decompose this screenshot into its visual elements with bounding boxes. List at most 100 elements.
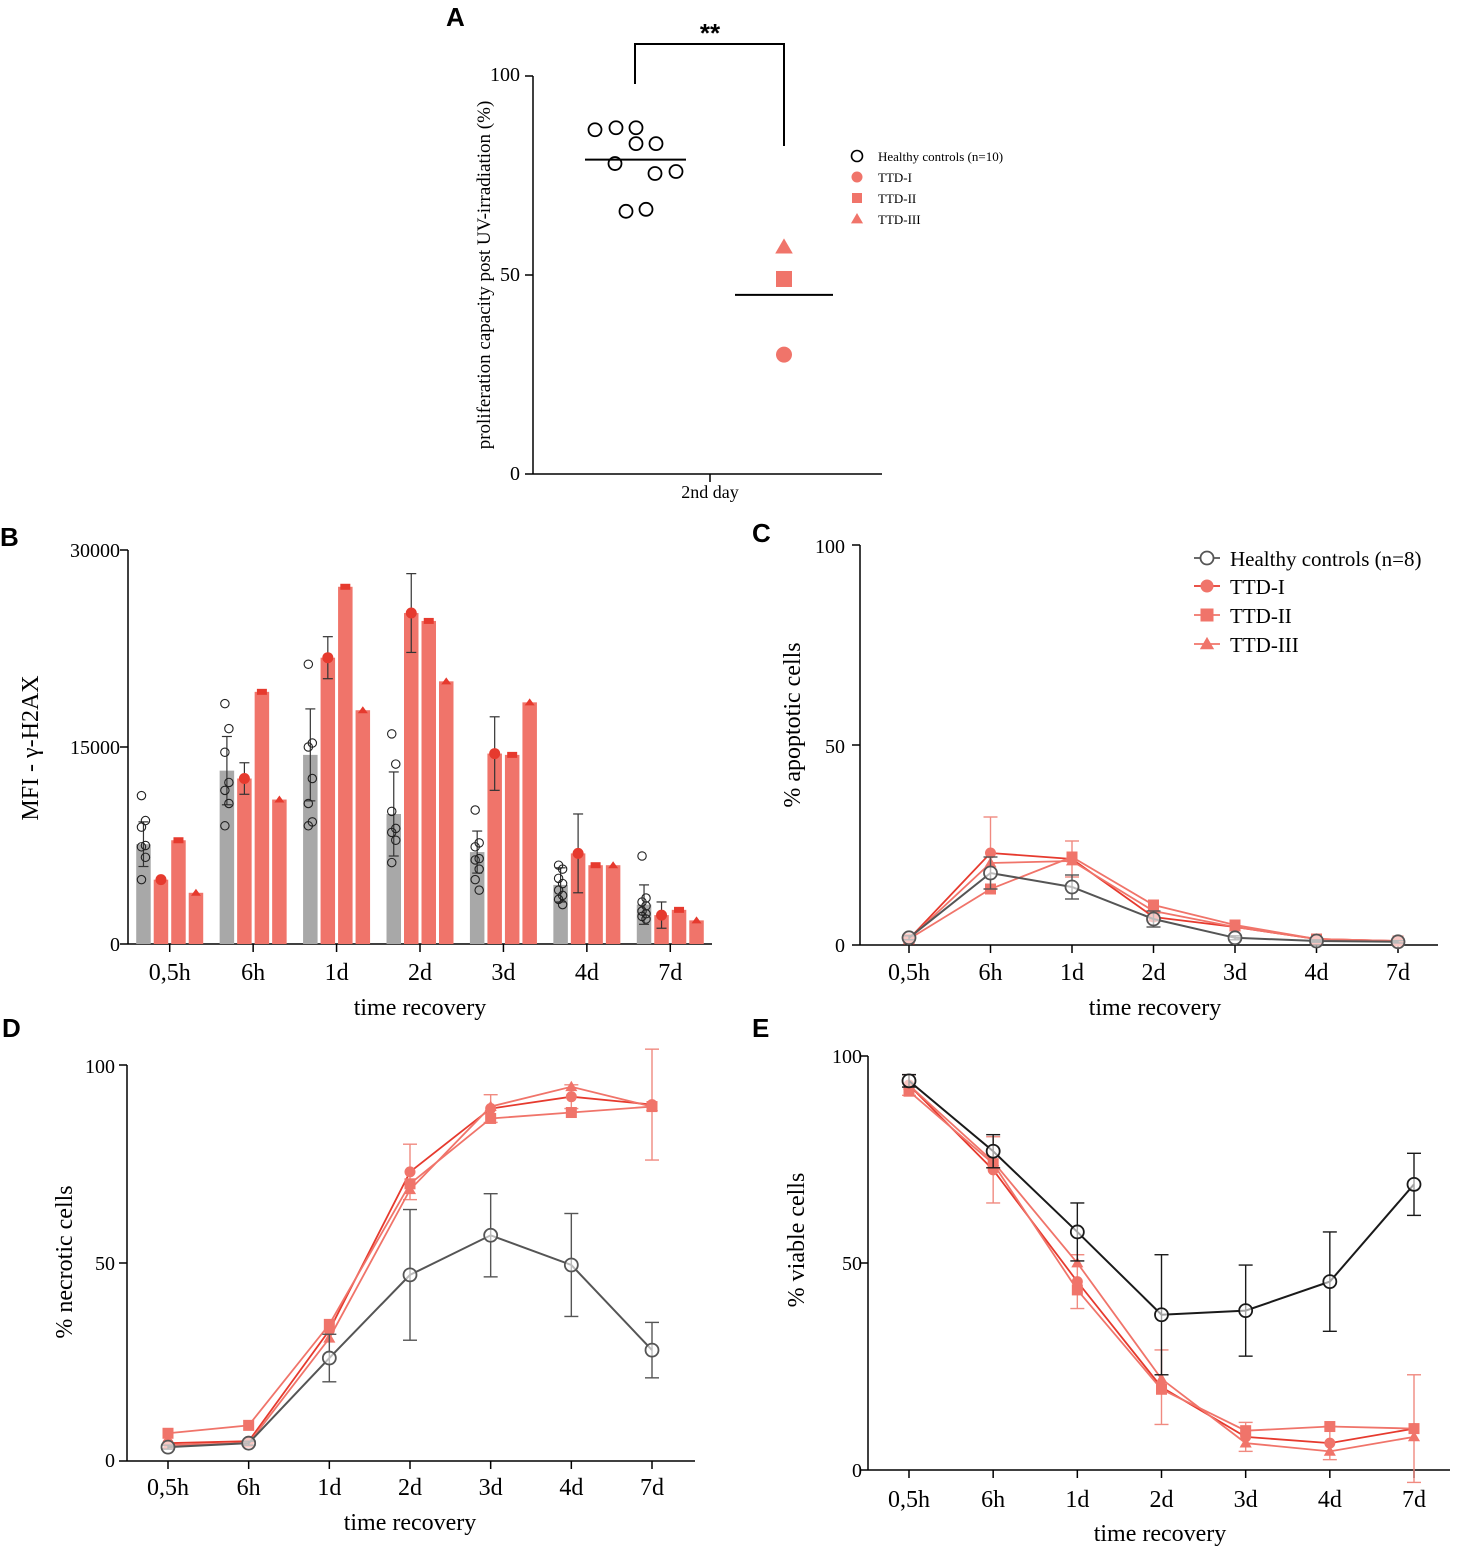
panel-e-point-ttd-i-5 [1324, 1437, 1336, 1449]
panel-c-xtick-3d: 3d [1223, 960, 1247, 986]
panel-b-ttd1-marker-0 [155, 874, 167, 886]
panel-d-ytick-100: 100 [85, 1056, 115, 1078]
panel-b-ttd3-marker-6 [691, 916, 702, 924]
legend-a-ttd2-label: TTD-II [878, 191, 916, 206]
panel-e-point-ttd-ii-5 [1324, 1421, 1336, 1433]
panel-e-point-ttd-iii-6 [1407, 1430, 1421, 1442]
panel-e-ytick-50: 50 [842, 1253, 862, 1275]
panel-e-xtick-1d: 1d [1065, 1487, 1089, 1513]
panel-a-ttd-i-point [776, 346, 792, 363]
panel-d-point-ttd-i-5 [565, 1091, 577, 1103]
panel-c-point-healthy-controls-n-8-1 [983, 865, 998, 881]
panel-b-control-point-4-7 [474, 885, 484, 895]
panel-e-point-healthy-controls-1 [985, 1143, 1001, 1159]
panel-b-ttd3-marker-2 [357, 706, 368, 714]
panel-e-xtick-4d: 4d [1318, 1487, 1342, 1513]
panel-b-ttd3-marker-3 [441, 677, 452, 685]
panel-b-bar-healthy-controls-3d [469, 852, 485, 944]
panel-c-point-healthy-controls-n-8-6 [1390, 934, 1406, 950]
panel-b-control-point-1-3 [224, 777, 234, 788]
panel-d-xtick-2d: 2d [398, 1475, 422, 1501]
panel-b-control-point-1-6 [220, 821, 230, 831]
panel-e-xlabel: time recovery [1094, 1521, 1227, 1547]
panel-e-point-healthy-controls-0 [901, 1073, 917, 1089]
panel-a-ytick-100: 100 [490, 64, 520, 86]
panel-letter-a: A [446, 2, 465, 32]
panel-e-point-ttd-ii-6 [1408, 1423, 1420, 1435]
panel-b-control-point-3-0 [386, 729, 397, 739]
panel-a-ytick-50: 50 [500, 264, 520, 286]
panel-b-control-point-0-5 [140, 852, 151, 863]
panel-c-xtick-4d: 4d [1305, 960, 1329, 986]
panel-e-point-ttd-iii-4 [1239, 1437, 1252, 1448]
legend-c-ttd1-marker [1200, 579, 1214, 593]
panel-b-control-point-4-3 [474, 853, 484, 864]
panel-d-point-healthy-controls-3 [402, 1267, 418, 1283]
panel-a-healthy-point-2 [628, 136, 644, 152]
legend-c-healthy-marker [1199, 550, 1215, 566]
panel-b-xlabel: time recovery [354, 995, 487, 1021]
panel-letter-b: B [0, 522, 19, 552]
panel-a-legend: Healthy controls (n=10) TTD-I TTD-II TTD… [850, 149, 1003, 227]
legend-a-ttd1-marker [851, 171, 863, 183]
panel-b-control-point-0-4 [136, 842, 147, 852]
panel-b-chart: MFI - γ-H2AX 30000 15000 0 time recovery… [18, 540, 712, 1021]
panel-e-point-ttd-iii-2 [1071, 1256, 1084, 1268]
panel-e-point-healthy-controls-6 [1406, 1176, 1422, 1192]
panel-d-point-healthy-controls-4 [483, 1227, 499, 1243]
panel-b-control-point-3-5 [390, 835, 401, 845]
panel-b-bar-ttd-i-4d [570, 853, 586, 944]
panel-e-point-ttd-ii-0 [903, 1085, 915, 1097]
panel-d-xtick-0-5h: 0,5h [147, 1475, 189, 1501]
panel-b-bar-healthy-controls-6h [219, 770, 235, 944]
panel-letter-c: C [752, 518, 771, 548]
panel-c-ylabel: % apoptotic cells [780, 642, 806, 807]
panel-letter-d: D [2, 1013, 21, 1043]
panel-b-xtick-3d: 3d [491, 960, 515, 986]
panel-b-ttd2-marker-5 [590, 862, 601, 869]
panel-e-point-ttd-ii-3 [1156, 1383, 1167, 1395]
panel-e-xtick-0-5h: 0,5h [888, 1487, 930, 1513]
panel-b-ytick-30000: 30000 [70, 540, 120, 562]
panel-b-ttd2-marker-1 [256, 688, 267, 695]
panel-c-xtick-0-5h: 0,5h [888, 960, 930, 986]
panel-b-ytick-15000: 15000 [70, 737, 120, 759]
panel-b-control-point-2-2 [303, 742, 314, 752]
panel-d-ylabel: % necrotic cells [52, 1185, 78, 1338]
panel-b-ttd3-marker-5 [608, 861, 619, 869]
panel-b-bar-ttd-ii-1d [338, 586, 353, 944]
panel-e-point-ttd-ii-2 [1071, 1284, 1083, 1296]
panel-a-ytick-0: 0 [510, 463, 520, 485]
panel-b-xtick-4d: 4d [575, 960, 599, 986]
panel-b-ytick-0: 0 [110, 934, 120, 956]
panel-e-ylabel: % viable cells [784, 1173, 810, 1308]
panel-b-control-point-5-1 [557, 864, 568, 874]
panel-b-control-point-6-7 [641, 914, 651, 924]
panel-e-point-healthy-controls-4 [1238, 1303, 1254, 1319]
legend-a-ttd3-marker [850, 212, 864, 224]
panel-b-ttd3-marker-0 [190, 888, 201, 896]
panel-b-xtick-6h: 6h [241, 960, 265, 986]
panel-a-healthy-point-6 [647, 166, 663, 181]
panel-b-xtick-7d: 7d [658, 960, 682, 986]
panel-b-control-point-4-4 [470, 855, 480, 865]
panel-letter-e: E [752, 1013, 769, 1043]
panel-a-healthy-point-7 [628, 120, 644, 136]
panel-a-healthy-point-3 [648, 136, 664, 152]
panel-d-point-healthy-controls-1 [241, 1435, 257, 1451]
panel-a-ttd-iii-point [775, 238, 793, 254]
panel-e-xtick-6h: 6h [981, 1487, 1005, 1513]
panel-d-point-ttd-ii-0 [162, 1427, 174, 1439]
panel-c-line-ttd-i [908, 852, 1399, 942]
panel-e-point-ttd-iii-5 [1323, 1445, 1336, 1456]
legend-a-ttd3-label: TTD-III [878, 212, 921, 227]
panel-b-control-point-5-7 [557, 899, 568, 910]
panel-b-control-point-0-0 [136, 790, 147, 801]
panel-c-xtick-6h: 6h [979, 960, 1003, 986]
legend-c-healthy-label: Healthy controls (n=8) [1230, 547, 1421, 571]
panel-b-bar-ttd-iii-4d [605, 865, 621, 944]
panel-c-xtick-2d: 2d [1142, 960, 1166, 986]
panel-c-point-ttd-iii-4 [1228, 920, 1242, 932]
panel-b-bar-ttd-iii-0-5h [188, 892, 204, 944]
